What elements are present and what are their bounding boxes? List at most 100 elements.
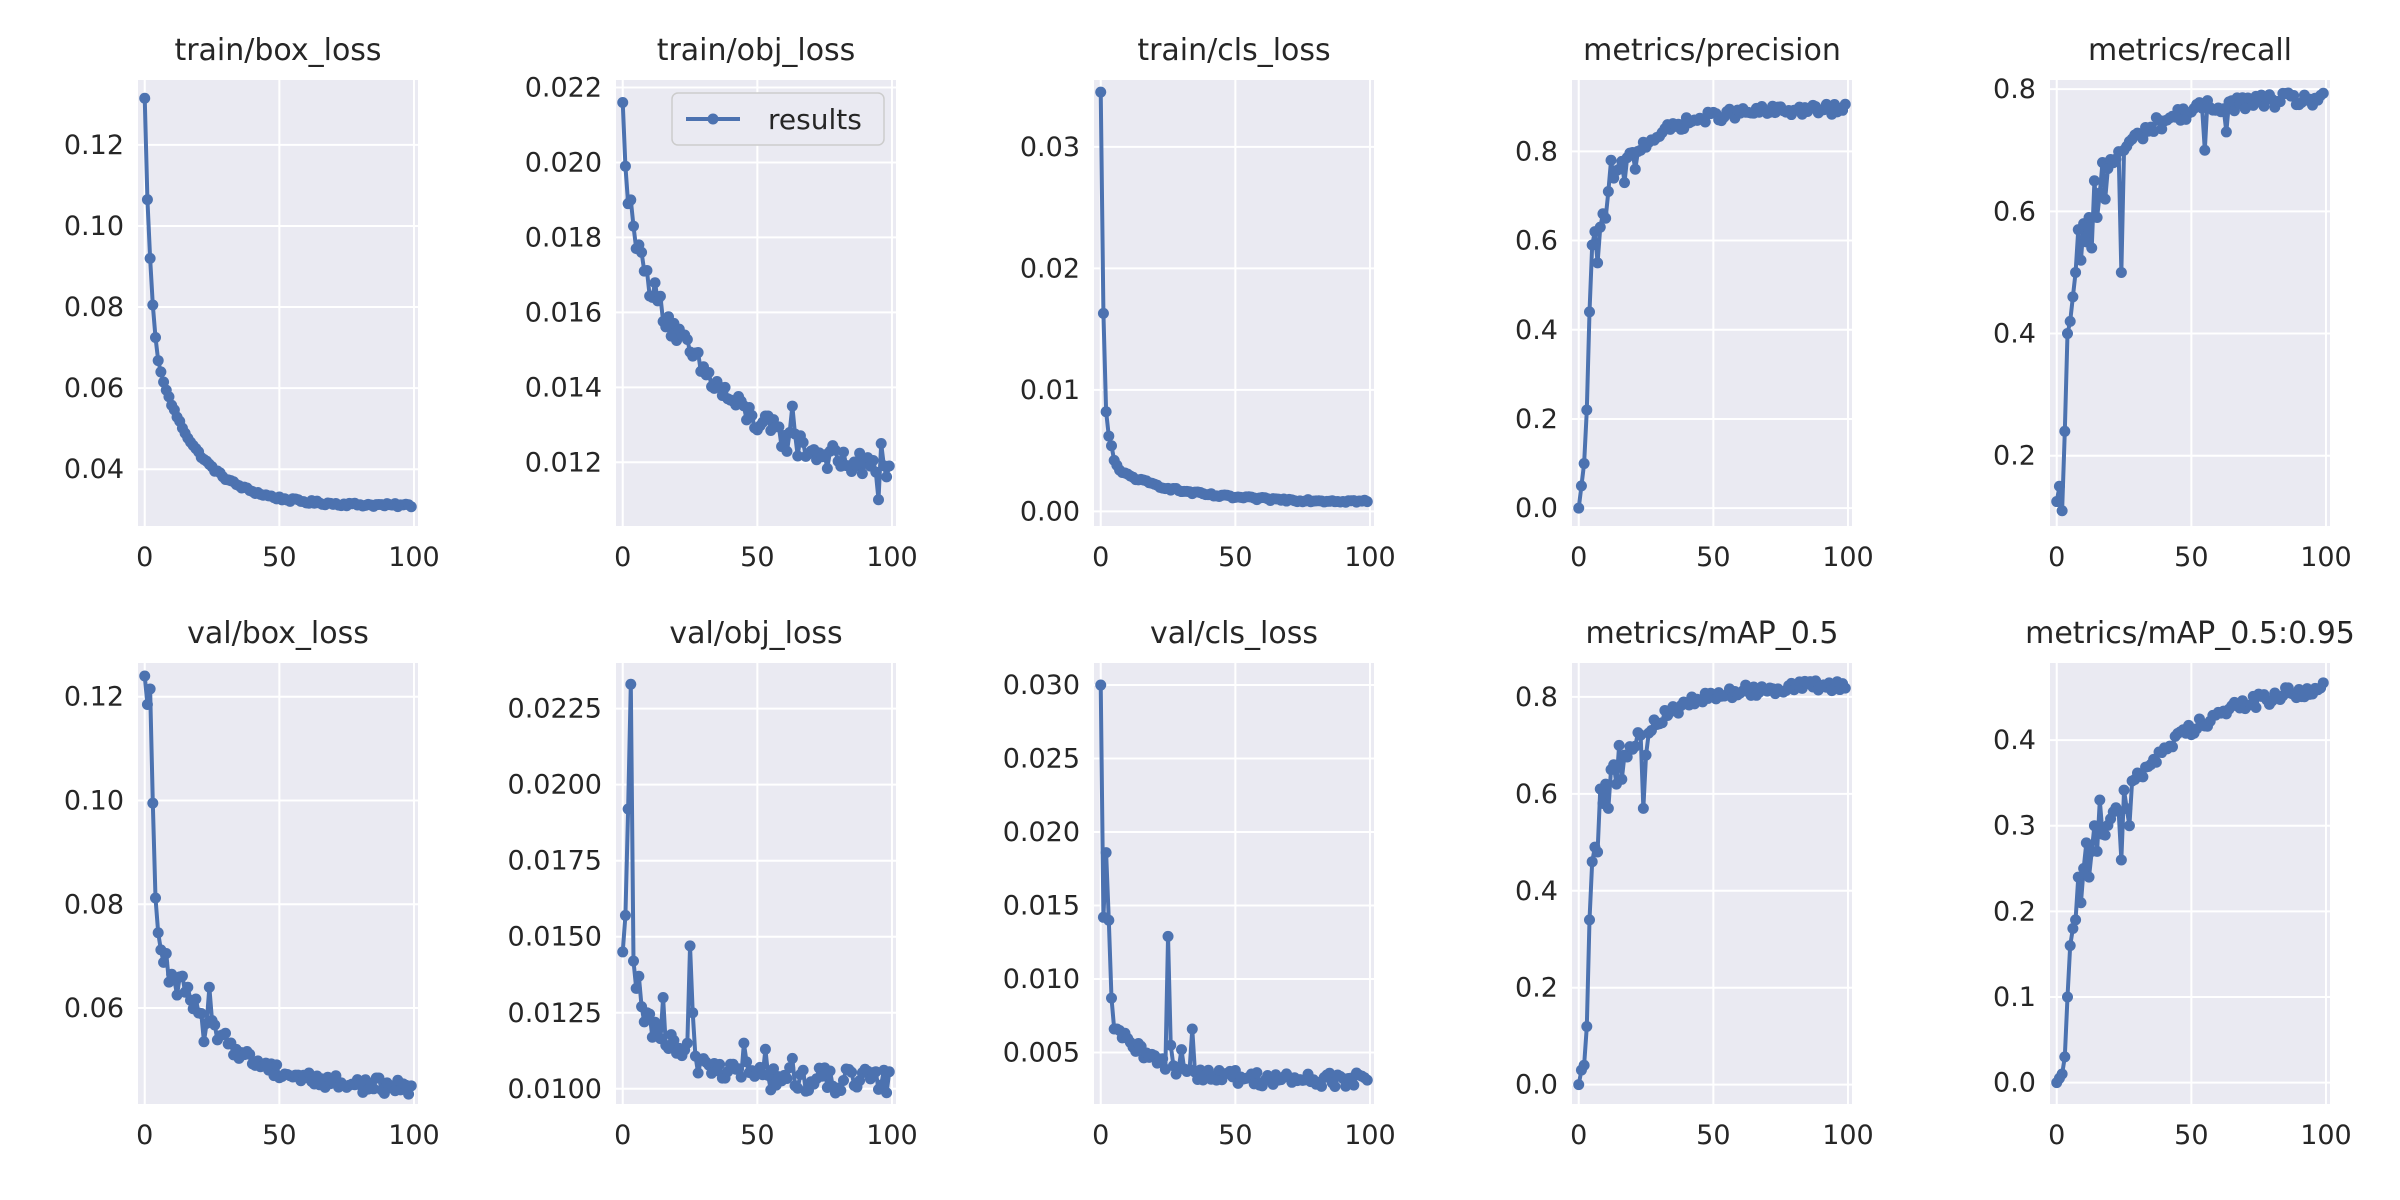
data-point (641, 265, 653, 277)
data-point (176, 970, 188, 982)
data-point (824, 1065, 836, 1077)
data-point (405, 1080, 417, 1092)
data-point (821, 462, 833, 474)
data-point (141, 699, 153, 711)
subplot-metrics-recall: 0 50 100 0.2 0.4 0.6 0.8 metrics/recall (1993, 33, 2352, 573)
data-point (619, 909, 631, 921)
data-point (733, 1063, 744, 1075)
data-point (681, 333, 693, 345)
x-tick-label: 50 (740, 1120, 774, 1151)
x-tick-label: 0 (2048, 1120, 2065, 1151)
data-point (152, 355, 164, 367)
data-point (1100, 847, 1112, 859)
data-point (1106, 440, 1117, 452)
plot-area (138, 663, 418, 1104)
data-point (1699, 116, 1711, 128)
y-tick-label: 0.4 (1515, 876, 1558, 907)
data-point (1613, 739, 1625, 751)
y-tick-label: 0.0225 (508, 694, 602, 725)
y-tick-label: 0.8 (1515, 682, 1558, 713)
x-tick-label: 0 (2048, 542, 2065, 573)
data-point (2115, 854, 2127, 866)
data-point (1586, 239, 1598, 251)
data-point (735, 1071, 747, 1083)
y-tick-label: 0.020 (525, 147, 602, 178)
data-point (2059, 425, 2071, 437)
data-point (797, 436, 809, 448)
data-point (846, 1066, 858, 1078)
data-point (139, 92, 151, 104)
data-point (797, 1064, 809, 1076)
data-point (2083, 871, 2095, 883)
data-point (1106, 992, 1117, 1004)
y-tick-label: 0.4 (1993, 725, 2036, 756)
data-point (1100, 406, 1112, 418)
data-point (2062, 328, 2073, 340)
data-point (1629, 163, 1641, 175)
x-tick-label: 50 (1218, 542, 1252, 573)
data-point (738, 1037, 750, 1049)
x-tick-label: 50 (740, 542, 774, 573)
y-tick-label: 0.8 (1515, 136, 1558, 167)
subplot-val-box-loss: 0 50 100 0.06 0.08 0.10 0.12 val/box_loss (64, 616, 440, 1151)
x-tick-label: 100 (1822, 542, 1874, 573)
y-tick-label: 0.016 (525, 297, 602, 328)
y-tick-label: 0.0100 (508, 1074, 602, 1105)
x-tick-label: 0 (614, 542, 631, 573)
data-point (681, 1037, 693, 1049)
data-point (2072, 871, 2084, 883)
data-point (155, 366, 167, 378)
data-point (625, 678, 637, 690)
y-tick-label: 0.025 (1003, 744, 1080, 775)
data-point (2062, 991, 2073, 1003)
x-tick-label: 100 (2300, 542, 2352, 573)
data-point (2121, 803, 2133, 815)
subplot-title: val/obj_loss (669, 616, 842, 651)
y-tick-label: 0.6 (1993, 196, 2036, 227)
data-point (663, 1042, 674, 1054)
data-point (147, 797, 159, 809)
y-tick-label: 0.0 (1515, 493, 1558, 524)
data-point (854, 447, 866, 459)
data-point (1600, 778, 1612, 790)
data-point (1600, 212, 1612, 224)
data-point (182, 981, 194, 993)
subplot-metrics-precision: 0 50 100 0.0 0.2 0.4 0.6 0.8 metrics/precision (1515, 33, 1874, 573)
subplot-train-cls-loss: 0 50 100 0.00 0.01 0.02 0.03 train/cls_loss (1020, 33, 1396, 573)
data-point (244, 1048, 256, 1060)
y-tick-label: 0.0175 (508, 846, 602, 877)
data-point (1176, 1044, 1187, 1056)
data-point (1605, 154, 1617, 166)
data-point (2075, 254, 2087, 266)
x-tick-label: 50 (262, 542, 296, 573)
data-point (2091, 211, 2103, 223)
data-point (1578, 458, 1590, 470)
legend-label: results (768, 103, 862, 136)
x-tick-label: 100 (388, 542, 440, 573)
data-point (773, 421, 785, 433)
data-point (768, 1063, 779, 1075)
y-tick-label: 0.010 (1003, 964, 1080, 995)
legend-box (671, 92, 885, 146)
data-point (2150, 756, 2162, 768)
x-tick-label: 100 (388, 1120, 440, 1151)
data-point (2288, 89, 2300, 101)
subplot-title: train/cls_loss (1137, 33, 1330, 68)
data-point (668, 1034, 680, 1046)
data-point (719, 381, 731, 393)
data-point (1316, 1080, 1327, 1092)
data-point (759, 1043, 771, 1055)
x-tick-label: 100 (1344, 542, 1396, 573)
x-tick-label: 50 (2174, 542, 2208, 573)
data-point (654, 290, 666, 302)
y-tick-label: 0.3 (1993, 811, 2036, 842)
data-point (1839, 682, 1851, 694)
y-tick-label: 0.005 (1003, 1038, 1080, 1069)
y-tick-label: 0.0 (1993, 1068, 2036, 1099)
data-point (1581, 404, 1593, 416)
data-point (636, 246, 648, 258)
y-tick-label: 0.020 (1003, 817, 1080, 848)
x-tick-label: 0 (1092, 1120, 1109, 1151)
data-point (2250, 701, 2262, 713)
